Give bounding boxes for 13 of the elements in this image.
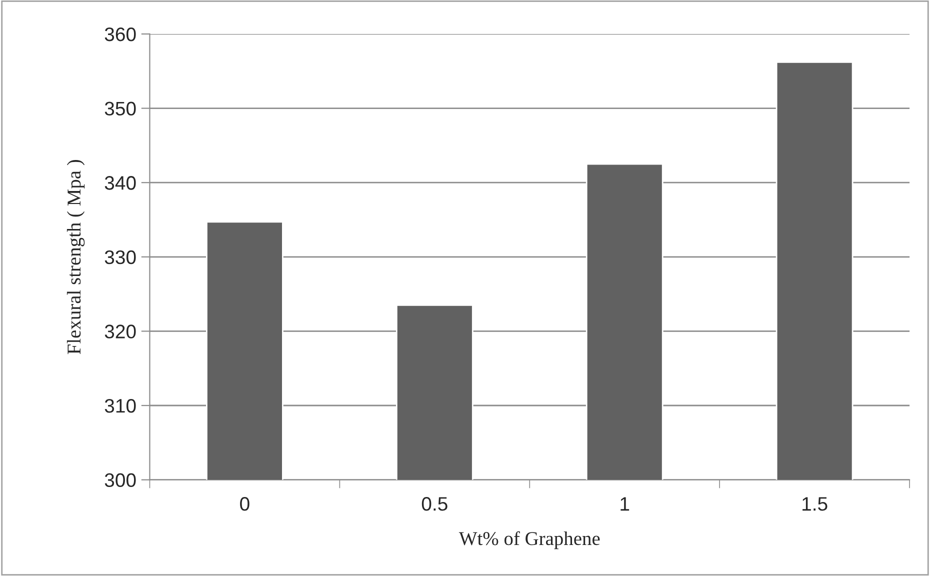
x-tick-label: 0 xyxy=(240,496,250,511)
y-tick-label: 340 xyxy=(104,176,136,190)
y-tick-label: 330 xyxy=(104,250,136,264)
y-tick-label: 300 xyxy=(104,473,136,488)
y-axis-title: Flexural strength ( Mpa ) xyxy=(66,160,85,354)
x-tick-label: 0.5 xyxy=(422,496,448,511)
y-tick-label: 360 xyxy=(104,27,136,42)
y-tick-label: 310 xyxy=(104,398,136,413)
y-tick-label: 350 xyxy=(104,102,136,116)
x-tick-label: 1.5 xyxy=(802,497,828,511)
x-axis-title: Wt% of Graphene xyxy=(458,531,600,550)
y-tick-label: 320 xyxy=(104,324,136,338)
x-tick-label: 1 xyxy=(620,497,630,511)
